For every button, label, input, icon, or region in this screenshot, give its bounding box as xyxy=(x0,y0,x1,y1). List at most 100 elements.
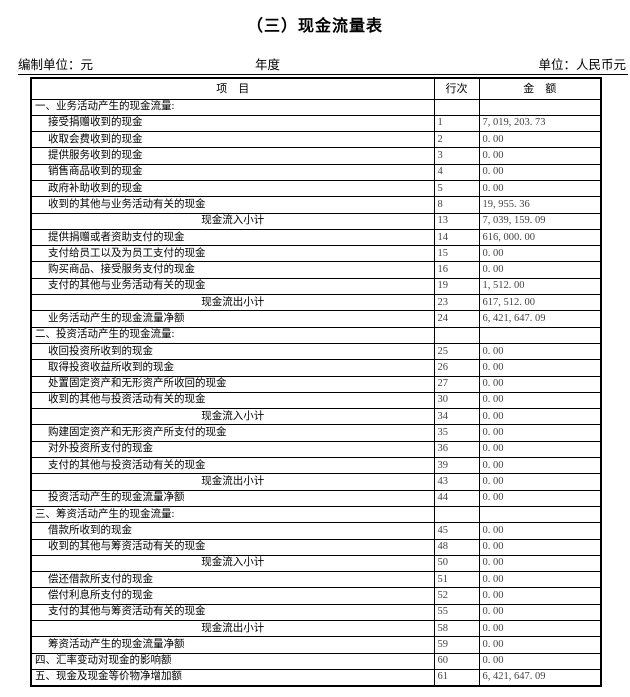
table-row: 收到的其他与筹资活动有关的现金 48 0. 00 xyxy=(30,538,602,556)
row-line-number: 2 xyxy=(433,131,480,149)
table-row: 支付的其他与筹资活动有关的现金 55 0. 00 xyxy=(30,603,602,622)
table-row: 一、业务活动产生的现金流量: xyxy=(30,98,602,116)
table-row: 政府补助收到的现金 5 0. 00 xyxy=(30,179,602,198)
row-amount: 0. 00 xyxy=(478,163,602,181)
row-line-number: 30 xyxy=(433,391,480,410)
table-row: 支付的其他与投资活动有关的现金 39 0. 00 xyxy=(30,457,602,475)
row-line-number: 60 xyxy=(433,652,480,670)
row-line-number: 14 xyxy=(433,228,480,247)
row-item-label: 支付的其他与筹资活动有关的现金 xyxy=(30,603,435,622)
table-row: 现金流入小计 13 7, 039, 159. 09 xyxy=(30,212,602,230)
row-item-label: 处置固定资产和无形资产所收回的现金 xyxy=(30,375,435,393)
row-line-number xyxy=(433,98,480,116)
cash-flow-table: 项 目 行次 金 额 一、业务活动产生的现金流量: 接受捐赠收到的现金 1 7, 01… xyxy=(30,77,602,687)
row-line-number: 1 xyxy=(433,114,480,133)
row-item-label: 借款所收到的现金 xyxy=(30,522,435,540)
row-amount: 617, 512. 00 xyxy=(478,294,602,312)
row-amount: 616, 000. 00 xyxy=(478,228,602,247)
table-row: 现金流出小计 43 0. 00 xyxy=(30,473,602,491)
row-item-label: 五、现金及现金等价物净增加额 xyxy=(30,668,435,687)
row-item-label: 收到的其他与筹资活动有关的现金 xyxy=(30,538,435,556)
row-line-number: 61 xyxy=(433,668,480,687)
table-row: 投资活动产生的现金流量净额 44 0. 00 xyxy=(30,489,602,507)
table-row: 五、现金及现金等价物净增加额 61 6, 421, 647. 09 xyxy=(30,668,602,687)
row-line-number: 51 xyxy=(433,571,480,589)
row-item-label: 现金流出小计 xyxy=(30,294,435,312)
table-row: 对外投资所支付的现金 36 0. 00 xyxy=(30,440,602,459)
column-header-item: 项 目 xyxy=(30,77,435,100)
row-amount: 0. 00 xyxy=(478,571,602,589)
row-amount: 6, 421, 647. 09 xyxy=(478,310,602,328)
row-line-number: 44 xyxy=(433,489,480,507)
row-amount: 0. 00 xyxy=(478,440,602,459)
row-item-label: 支付的其他与投资活动有关的现金 xyxy=(30,457,435,475)
row-item-label: 偿付利息所支付的现金 xyxy=(30,587,435,605)
row-amount: 7, 039, 159. 09 xyxy=(478,212,602,230)
table-row: 处置固定资产和无形资产所收回的现金 27 0. 00 xyxy=(30,375,602,393)
row-line-number: 4 xyxy=(433,163,480,181)
row-line-number: 48 xyxy=(433,538,480,556)
row-line-number: 55 xyxy=(433,603,480,622)
column-header-line: 行次 xyxy=(433,77,480,100)
table-row: 支付的其他与业务活动有关的现金 19 1, 512. 00 xyxy=(30,277,602,296)
row-item-label: 支付的其他与业务活动有关的现金 xyxy=(30,277,435,296)
table-row: 三、筹资活动产生的现金流量: xyxy=(30,505,602,524)
row-line-number: 36 xyxy=(433,440,480,459)
row-item-label: 提供服务收到的现金 xyxy=(30,147,435,165)
row-item-label: 购建固定资产和无形资产所支付的现金 xyxy=(30,424,435,442)
row-amount: 0. 00 xyxy=(478,538,602,556)
row-item-label: 现金流出小计 xyxy=(30,473,435,491)
row-amount: 0. 00 xyxy=(478,245,602,263)
row-amount: 0. 00 xyxy=(478,554,602,573)
row-line-number: 25 xyxy=(433,342,480,361)
table-row: 业务活动产生的现金流量净额 24 6, 421, 647. 09 xyxy=(30,310,602,328)
row-amount: 0. 00 xyxy=(478,261,602,279)
table-row: 现金流入小计 50 0. 00 xyxy=(30,554,602,573)
row-amount: 0. 00 xyxy=(478,636,602,654)
row-item-label: 业务活动产生的现金流量净额 xyxy=(30,310,435,328)
row-item-label: 取得投资收益所收到的现金 xyxy=(30,359,435,377)
row-line-number: 39 xyxy=(433,457,480,475)
row-amount: 0. 00 xyxy=(478,131,602,149)
row-line-number: 13 xyxy=(433,212,480,230)
row-item-label: 现金流入小计 xyxy=(30,212,435,230)
table-row: 收到的其他与业务活动有关的现金 8 19, 955. 36 xyxy=(30,196,602,214)
row-amount: 0. 00 xyxy=(478,424,602,442)
row-item-label: 现金流入小计 xyxy=(30,554,435,573)
table-body: 一、业务活动产生的现金流量: 接受捐赠收到的现金 1 7, 019, 203. 73 收… xyxy=(30,98,602,687)
table-row: 提供服务收到的现金 3 0. 00 xyxy=(30,147,602,165)
table-row: 销售商品收到的现金 4 0. 00 xyxy=(30,163,602,181)
page-title: （三）现金流量表 xyxy=(246,18,383,35)
table-row: 借款所收到的现金 45 0. 00 xyxy=(30,522,602,540)
row-item-label: 收取会费收到的现金 xyxy=(30,131,435,149)
currency-unit-label: 单位：人民币元 xyxy=(538,58,626,72)
table-row: 提供捐赠或者资助支付的现金 14 616, 000. 00 xyxy=(30,228,602,247)
row-amount: 0. 00 xyxy=(478,457,602,475)
table-row: 购建固定资产和无形资产所支付的现金 35 0. 00 xyxy=(30,424,602,442)
table-row: 收回投资所收到的现金 25 0. 00 xyxy=(30,342,602,361)
row-amount: 6, 421, 647. 09 xyxy=(478,668,602,687)
row-amount: 0. 00 xyxy=(478,391,602,410)
row-amount: 0. 00 xyxy=(478,408,602,426)
table-row: 二、投资活动产生的现金流量: xyxy=(30,326,602,344)
row-line-number: 19 xyxy=(433,277,480,296)
row-item-label: 一、业务活动产生的现金流量: xyxy=(30,98,435,116)
row-item-label: 收到的其他与投资活动有关的现金 xyxy=(30,391,435,410)
row-line-number: 35 xyxy=(433,424,480,442)
row-line-number: 34 xyxy=(433,408,480,426)
table-row: 取得投资收益所收到的现金 26 0. 00 xyxy=(30,359,602,377)
row-item-label: 购买商品、接受服务支付的现金 xyxy=(30,261,435,279)
statement-meta: 编制单位：元 年度 单位：人民币元 xyxy=(18,57,628,75)
row-line-number: 15 xyxy=(433,245,480,263)
table-row: 四、汇率变动对现金的影响额 60 0. 00 xyxy=(30,652,602,670)
row-line-number: 16 xyxy=(433,261,480,279)
row-line-number: 5 xyxy=(433,179,480,198)
row-item-label: 接受捐赠收到的现金 xyxy=(30,114,435,133)
row-amount: 0. 00 xyxy=(478,147,602,165)
row-item-label: 政府补助收到的现金 xyxy=(30,179,435,198)
row-amount: 0. 00 xyxy=(478,652,602,670)
table-row: 收到的其他与投资活动有关的现金 30 0. 00 xyxy=(30,391,602,410)
row-line-number: 59 xyxy=(433,636,480,654)
column-header-amount: 金 额 xyxy=(478,77,602,100)
